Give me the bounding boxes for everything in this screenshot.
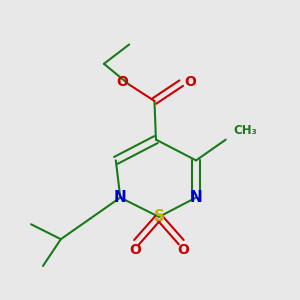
Text: O: O xyxy=(129,243,141,256)
Text: S: S xyxy=(153,209,164,224)
Text: N: N xyxy=(114,190,127,205)
Text: O: O xyxy=(116,75,128,89)
Text: O: O xyxy=(177,243,189,256)
Text: N: N xyxy=(190,190,202,205)
Text: O: O xyxy=(184,75,196,88)
Text: CH₃: CH₃ xyxy=(233,124,257,136)
